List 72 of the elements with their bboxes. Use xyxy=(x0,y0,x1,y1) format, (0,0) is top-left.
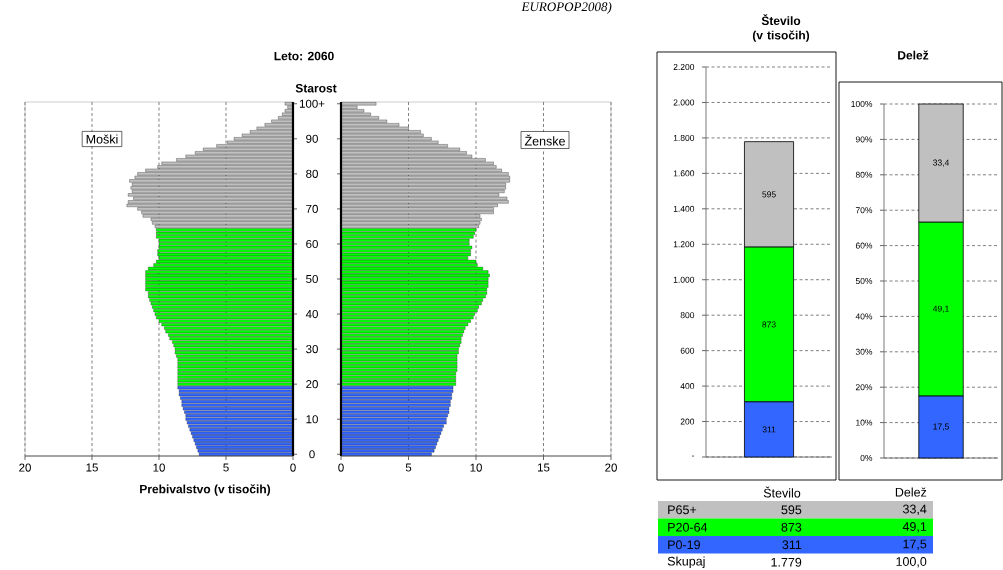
x-tick-label: 15 xyxy=(537,463,550,472)
y-tick-label: 0 xyxy=(309,450,315,459)
text: 311 xyxy=(782,540,802,550)
x-tick-label: 10 xyxy=(470,463,482,472)
x-tick-label: 20 xyxy=(19,463,31,472)
y-tick-label: 10% xyxy=(856,419,873,426)
y-tick-label: 100+ xyxy=(299,99,325,108)
data-label: 33,4 xyxy=(933,159,950,167)
chart-title: Število (v tisočih) xyxy=(752,14,810,42)
text: 100,0 xyxy=(896,557,927,568)
y-tick-label: 90% xyxy=(855,136,873,143)
data-label: 311 xyxy=(762,426,776,433)
text: EUROPOP2008) xyxy=(521,1,612,14)
y-axis-title: Starost xyxy=(295,84,337,93)
y-tick-label: 10 xyxy=(306,415,318,424)
x-tick-label: 0 xyxy=(338,463,344,472)
y-tick-label: 50 xyxy=(306,274,318,284)
text: 17,5 xyxy=(903,539,927,550)
y-tick-label: 20% xyxy=(855,384,873,391)
data-label: 49,1 xyxy=(932,305,949,313)
y-tick-label: 2.200 xyxy=(673,64,695,71)
y-tick-label: 60 xyxy=(306,239,318,249)
annotation: Moški xyxy=(86,134,118,144)
text: 595 xyxy=(781,505,802,515)
y-tick-label: 100% xyxy=(851,101,873,108)
data-label: 17,5 xyxy=(933,423,949,431)
x-tick-label: 20 xyxy=(605,463,617,472)
x-tick-label: 15 xyxy=(86,463,98,472)
text: Skupaj xyxy=(667,556,705,569)
data-label: 873 xyxy=(762,321,776,328)
y-tick-label: 70 xyxy=(306,204,318,213)
y-tick-label: 1.400 xyxy=(673,205,695,212)
x-tick-label: 5 xyxy=(405,463,412,472)
text: P0-19 xyxy=(668,540,700,550)
x-tick-label: 0 xyxy=(290,463,296,472)
x-axis-title: Prebivalstvo (v tisočih) xyxy=(140,484,271,496)
y-tick-label: 800 xyxy=(680,312,695,319)
text: Delež xyxy=(895,487,927,497)
y-tick-label: 40 xyxy=(305,309,318,319)
x-tick-label: 10 xyxy=(153,463,165,472)
chart-title: Delež xyxy=(898,50,929,60)
y-tick-label: 600 xyxy=(680,347,695,354)
y-tick-label: 200 xyxy=(680,418,695,425)
y-tick-label: 40% xyxy=(855,313,873,320)
y-tick-label: 70% xyxy=(855,207,873,214)
x-tick-label: 5 xyxy=(223,463,229,472)
y-tick-label: 1.000 xyxy=(673,276,695,283)
y-tick-label: 80 xyxy=(306,169,318,178)
y-tick-label: 1.600 xyxy=(673,170,695,177)
y-tick-label: 400 xyxy=(680,383,695,390)
data-label: 595 xyxy=(762,191,776,198)
chart-title: Leto: 2060 xyxy=(274,51,334,61)
y-tick-label: 1.200 xyxy=(673,241,695,248)
text: 49,1 xyxy=(902,522,927,533)
y-tick-label: 50% xyxy=(855,278,873,285)
text: P20-64 xyxy=(668,522,708,532)
text: Število xyxy=(763,486,801,498)
annotation: Ženske xyxy=(524,134,565,146)
text: 33,4 xyxy=(902,504,927,515)
y-tick-label: 90 xyxy=(306,134,318,143)
y-tick-label: 30% xyxy=(855,348,873,355)
y-tick-label: 60% xyxy=(855,242,873,249)
text: P65+ xyxy=(668,505,697,515)
text: 873 xyxy=(781,522,802,532)
y-tick-label: 2.000 xyxy=(673,99,695,106)
y-tick-label: 80% xyxy=(855,171,873,178)
text: 1.779 xyxy=(771,557,802,567)
y-tick-label: 1.800 xyxy=(673,134,695,141)
y-tick-label: 30 xyxy=(306,345,318,354)
y-tick-label: 0% xyxy=(860,455,873,462)
y-tick-label: - xyxy=(692,455,695,457)
y-tick-label: 20 xyxy=(306,380,318,389)
